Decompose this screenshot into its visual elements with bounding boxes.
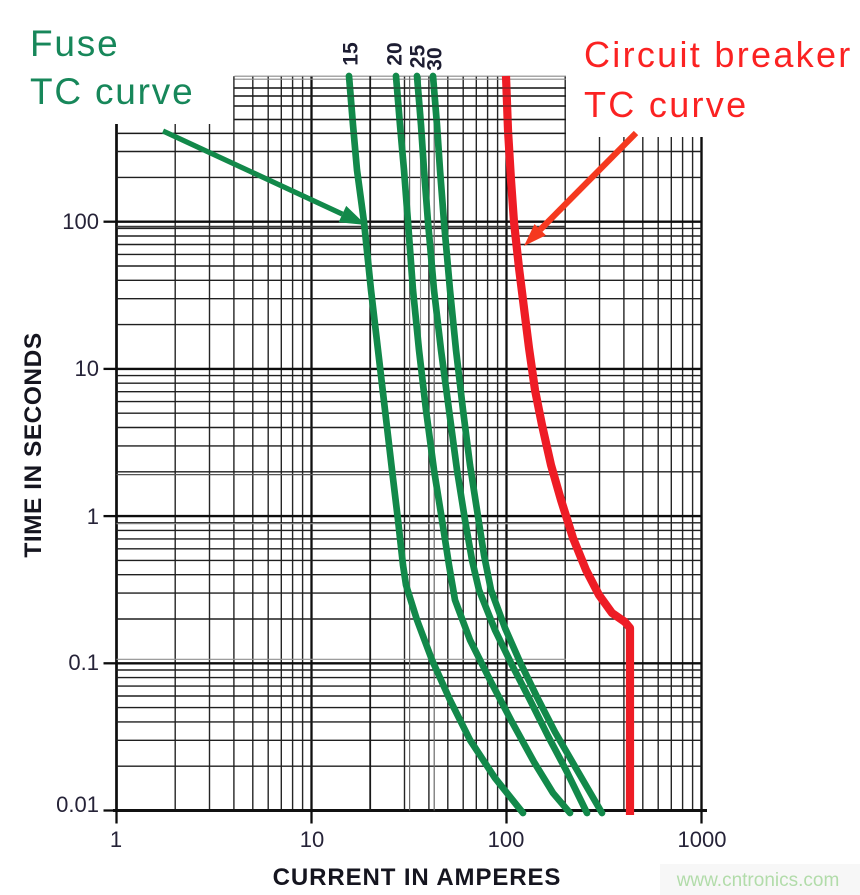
svg-text:10: 10 <box>300 827 324 852</box>
svg-text:25: 25 <box>407 45 430 69</box>
svg-text:20: 20 <box>384 42 407 65</box>
svg-text:10: 10 <box>75 356 99 381</box>
svg-text:CURRENT IN AMPERES: CURRENT IN AMPERES <box>273 864 562 891</box>
svg-text:www.cntronics.com: www.cntronics.com <box>676 870 840 891</box>
svg-text:TC curve: TC curve <box>584 84 748 125</box>
svg-text:Fuse: Fuse <box>30 23 119 64</box>
svg-text:0.1: 0.1 <box>68 650 99 675</box>
svg-text:15: 15 <box>340 42 363 66</box>
svg-text:Circuit breaker: Circuit breaker <box>584 34 853 75</box>
svg-text:TC curve: TC curve <box>30 71 194 112</box>
svg-text:30: 30 <box>424 47 447 70</box>
svg-text:1: 1 <box>87 504 99 529</box>
svg-text:100: 100 <box>62 209 99 234</box>
svg-text:1000: 1000 <box>678 827 727 852</box>
svg-text:100: 100 <box>488 827 525 852</box>
svg-text:1: 1 <box>110 827 122 852</box>
svg-text:TIME IN SECONDS: TIME IN SECONDS <box>20 332 47 557</box>
svg-text:0.01: 0.01 <box>56 792 99 817</box>
